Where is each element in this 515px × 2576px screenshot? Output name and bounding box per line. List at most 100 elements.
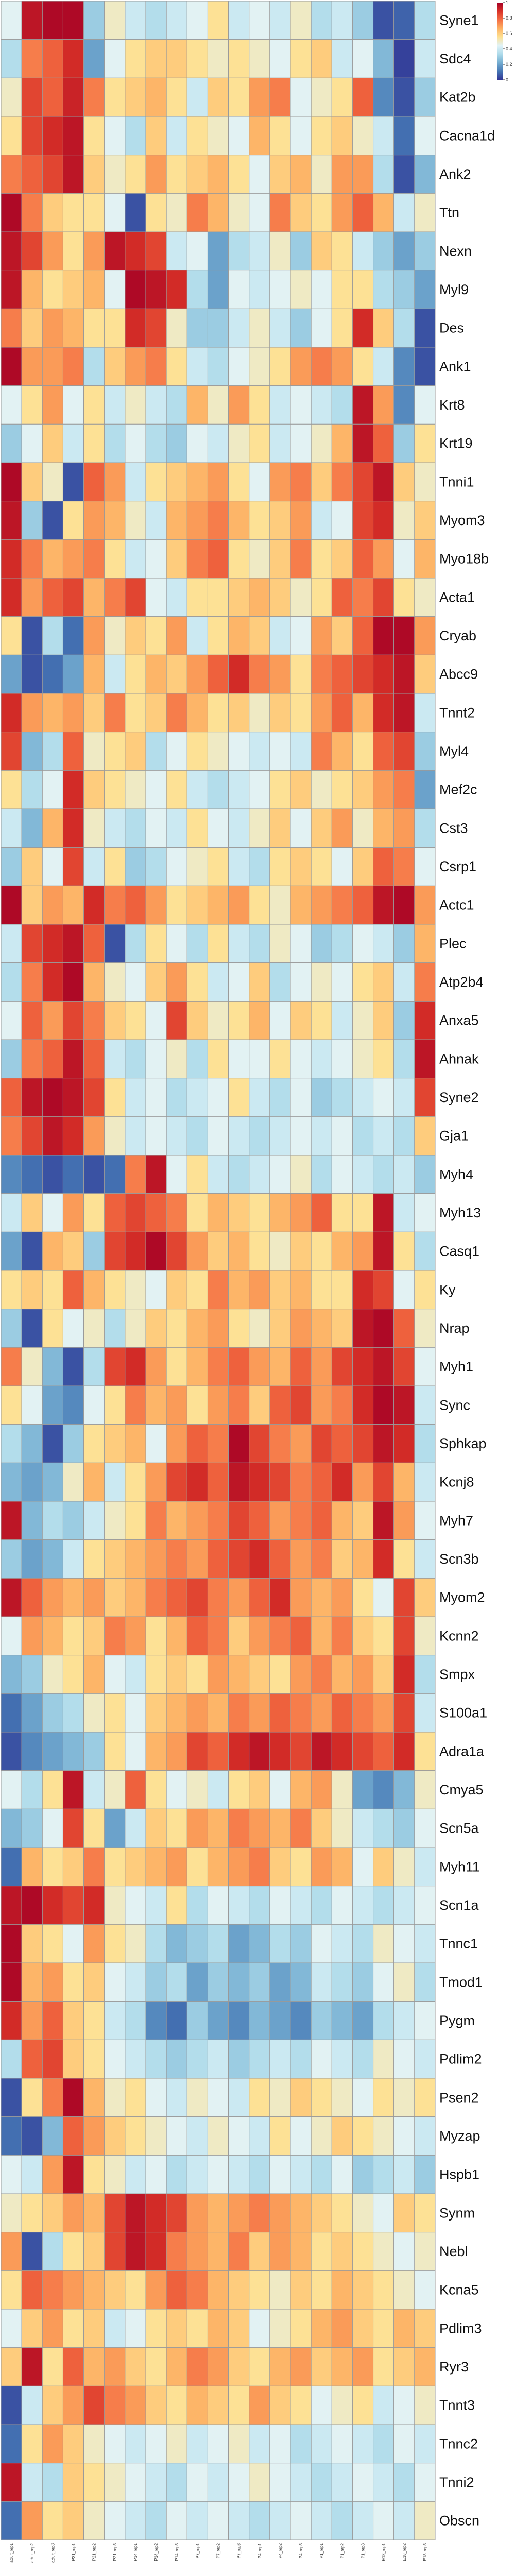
heatmap-cell xyxy=(186,1578,208,1617)
heatmap-cell xyxy=(62,1462,84,1502)
heatmap-cell xyxy=(373,501,394,540)
heatmap-cell xyxy=(186,1501,208,1540)
heatmap-cell xyxy=(62,1116,84,1156)
heatmap-cell xyxy=(331,654,353,694)
row-label: Acta1 xyxy=(439,589,475,605)
heatmap-cell xyxy=(104,1039,126,1079)
heatmap-cell xyxy=(104,2501,126,2540)
heatmap-cell xyxy=(414,616,436,655)
heatmap-cell xyxy=(249,1808,270,1848)
heatmap-cell xyxy=(290,962,312,1002)
row-label: Sphkap xyxy=(439,1436,487,1451)
heatmap-cell xyxy=(352,1347,374,1386)
heatmap-cell xyxy=(290,578,312,617)
heatmap-cell xyxy=(311,2232,332,2271)
heatmap-cell xyxy=(352,1039,374,1079)
heatmap-cell xyxy=(269,1155,291,1194)
heatmap-cell xyxy=(228,1693,250,1733)
heatmap-cell xyxy=(393,423,415,463)
heatmap-cell xyxy=(331,2424,353,2464)
heatmap-cell xyxy=(352,578,374,617)
heatmap-cell xyxy=(207,1347,229,1386)
heatmap-cell xyxy=(83,885,105,925)
row-label: Tmod1 xyxy=(439,1974,483,1990)
heatmap-cell xyxy=(21,1462,43,1502)
row-label: Myh7 xyxy=(439,1513,473,1528)
heatmap-cell xyxy=(393,1616,415,1656)
heatmap-cell xyxy=(228,155,250,194)
heatmap-cell xyxy=(249,385,270,425)
heatmap-cell xyxy=(21,654,43,694)
heatmap-cell xyxy=(228,347,250,386)
heatmap-cell xyxy=(186,962,208,1002)
heatmap-cell xyxy=(393,732,415,771)
heatmap-cell xyxy=(331,578,353,617)
heatmap-cell xyxy=(42,2193,63,2233)
heatmap-cell xyxy=(145,1385,167,1425)
heatmap-cell xyxy=(186,501,208,540)
heatmap-cell xyxy=(42,116,63,156)
heatmap-cell xyxy=(393,1155,415,1194)
heatmap-cell xyxy=(228,1462,250,1502)
heatmap-cell xyxy=(269,39,291,78)
heatmap-cell xyxy=(269,1116,291,1156)
heatmap-cell xyxy=(207,2193,229,2233)
heatmap-cell xyxy=(228,1655,250,1694)
heatmap-cell xyxy=(145,578,167,617)
heatmap-cell xyxy=(62,1886,84,1925)
heatmap-cell xyxy=(352,1155,374,1194)
heatmap-cell xyxy=(21,1270,43,1310)
heatmap-cell xyxy=(249,2232,270,2271)
heatmap-cell xyxy=(228,2424,250,2464)
heatmap-cell xyxy=(249,808,270,848)
heatmap-cell xyxy=(373,1231,394,1271)
heatmap-cell xyxy=(21,2001,43,2040)
heatmap-cell xyxy=(228,578,250,617)
heatmap-cell xyxy=(21,693,43,733)
heatmap-cell xyxy=(331,924,353,963)
heatmap-cell xyxy=(393,1078,415,1117)
heatmap-cell xyxy=(125,1155,146,1194)
heatmap-cell xyxy=(166,1424,187,1463)
heatmap-cell xyxy=(331,1539,353,1579)
heatmap-cell xyxy=(249,2116,270,2156)
heatmap-cell xyxy=(311,308,332,348)
heatmap-cell xyxy=(186,2501,208,2540)
heatmap-cell xyxy=(228,539,250,579)
heatmap-cell xyxy=(1,1808,22,1848)
heatmap-cell xyxy=(186,732,208,771)
heatmap-cell xyxy=(145,2078,167,2117)
heatmap-cell xyxy=(414,1231,436,1271)
heatmap-cell xyxy=(373,1385,394,1425)
heatmap-cell xyxy=(125,116,146,156)
row-label: Kat2b xyxy=(439,90,476,105)
heatmap-cell xyxy=(62,539,84,579)
heatmap-cell xyxy=(207,1616,229,1656)
heatmap-cell xyxy=(207,1962,229,2002)
heatmap-cell xyxy=(228,1155,250,1194)
heatmap-cell xyxy=(228,308,250,348)
heatmap-cell xyxy=(290,462,312,502)
heatmap-cell xyxy=(414,1270,436,1310)
heatmap-cell xyxy=(228,2116,250,2156)
legend-tick-label: 0.8 xyxy=(506,15,512,21)
heatmap-cell xyxy=(393,654,415,694)
heatmap-cell xyxy=(393,847,415,886)
heatmap-cell xyxy=(62,2385,84,2425)
heatmap-cell xyxy=(62,308,84,348)
heatmap-cell xyxy=(249,2039,270,2079)
heatmap-cell xyxy=(1,462,22,502)
legend-tick-label: 0.4 xyxy=(506,46,512,52)
heatmap-cell xyxy=(269,270,291,309)
heatmap-cell xyxy=(1,423,22,463)
heatmap-cell xyxy=(42,155,63,194)
heatmap-cell xyxy=(186,1732,208,1771)
heatmap-cell xyxy=(311,155,332,194)
heatmap-cell xyxy=(125,1116,146,1156)
heatmap-cell xyxy=(331,1847,353,1887)
heatmap-cell xyxy=(207,1847,229,1887)
heatmap-cell xyxy=(21,2039,43,2079)
heatmap-cell xyxy=(352,2001,374,2040)
heatmap-cell xyxy=(311,732,332,771)
